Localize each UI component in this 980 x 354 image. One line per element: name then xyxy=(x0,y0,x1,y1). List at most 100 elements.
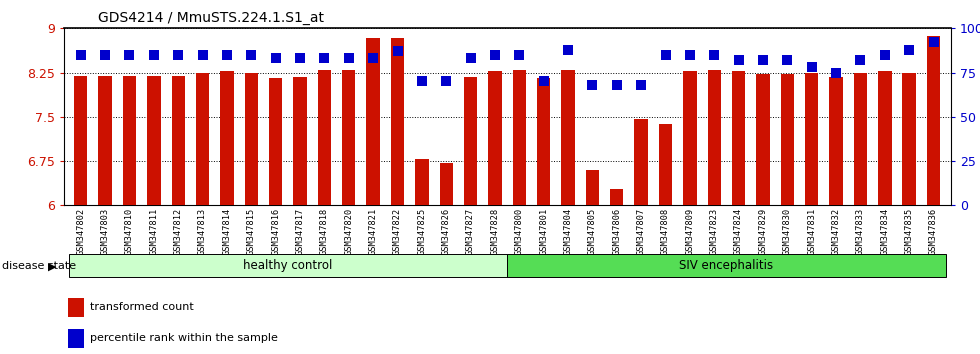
Text: GSM347821: GSM347821 xyxy=(368,208,377,255)
Bar xyxy=(537,78,551,205)
Text: GSM347825: GSM347825 xyxy=(417,208,426,255)
Bar xyxy=(122,75,136,205)
Bar xyxy=(69,298,84,317)
Bar xyxy=(634,119,648,205)
Bar xyxy=(927,36,940,205)
Bar xyxy=(708,70,721,205)
Bar xyxy=(464,77,477,205)
Text: GSM347823: GSM347823 xyxy=(710,208,718,255)
Bar xyxy=(269,78,282,205)
Text: GSM347830: GSM347830 xyxy=(783,208,792,255)
Text: GSM347809: GSM347809 xyxy=(685,208,695,255)
Text: GSM347804: GSM347804 xyxy=(564,208,572,255)
Text: GSM347828: GSM347828 xyxy=(490,208,500,255)
Point xyxy=(756,57,771,63)
Text: disease state: disease state xyxy=(2,261,76,271)
Text: GSM347835: GSM347835 xyxy=(905,208,913,255)
Point xyxy=(341,56,357,61)
Text: GSM347829: GSM347829 xyxy=(759,208,767,255)
Point xyxy=(804,64,819,70)
Bar xyxy=(659,124,672,205)
Bar xyxy=(342,70,356,205)
Point xyxy=(390,48,406,54)
Bar xyxy=(367,38,380,205)
Text: GSM347817: GSM347817 xyxy=(296,208,305,255)
Text: GSM347801: GSM347801 xyxy=(539,208,548,255)
Text: ▶: ▶ xyxy=(48,261,57,271)
Text: healthy control: healthy control xyxy=(243,259,332,272)
Text: GSM347826: GSM347826 xyxy=(442,208,451,255)
Bar xyxy=(732,71,746,205)
Bar xyxy=(69,329,84,348)
Point xyxy=(414,79,429,84)
Bar xyxy=(854,73,867,205)
Point xyxy=(658,52,673,58)
Bar xyxy=(318,70,331,205)
Point xyxy=(682,52,698,58)
Point xyxy=(268,56,283,61)
Point xyxy=(828,70,844,75)
Point xyxy=(731,57,747,63)
Bar xyxy=(513,70,526,205)
Bar xyxy=(69,254,508,277)
Text: GSM347815: GSM347815 xyxy=(247,208,256,255)
Bar xyxy=(196,73,210,205)
Bar xyxy=(683,71,697,205)
Point xyxy=(146,52,162,58)
Point xyxy=(877,52,893,58)
Bar xyxy=(220,71,233,205)
Text: GSM347827: GSM347827 xyxy=(466,208,475,255)
Bar xyxy=(805,73,818,205)
Bar xyxy=(172,75,185,205)
Bar xyxy=(74,75,87,205)
Point xyxy=(317,56,332,61)
Point xyxy=(926,40,942,45)
Point xyxy=(902,47,917,52)
Point xyxy=(853,57,868,63)
Point xyxy=(195,52,211,58)
Text: GSM347816: GSM347816 xyxy=(271,208,280,255)
Text: GSM347832: GSM347832 xyxy=(832,208,841,255)
Point xyxy=(243,52,259,58)
Point xyxy=(122,52,137,58)
Point xyxy=(73,52,88,58)
Point xyxy=(536,79,552,84)
Text: GSM347803: GSM347803 xyxy=(101,208,110,255)
Text: GSM347810: GSM347810 xyxy=(125,208,134,255)
Bar xyxy=(508,254,946,277)
Bar xyxy=(416,159,428,205)
Text: GSM347808: GSM347808 xyxy=(662,208,670,255)
Bar xyxy=(98,75,112,205)
Text: GSM347831: GSM347831 xyxy=(808,208,816,255)
Text: GSM347824: GSM347824 xyxy=(734,208,743,255)
Bar xyxy=(903,73,916,205)
Text: GSM347811: GSM347811 xyxy=(149,208,159,255)
Bar xyxy=(878,71,892,205)
Point xyxy=(561,47,576,52)
Bar xyxy=(391,38,404,205)
Bar xyxy=(440,163,453,205)
Text: GSM347820: GSM347820 xyxy=(344,208,353,255)
Bar xyxy=(757,74,769,205)
Point xyxy=(463,56,478,61)
Bar xyxy=(245,73,258,205)
Point xyxy=(512,52,527,58)
Text: SIV encephalitis: SIV encephalitis xyxy=(679,259,773,272)
Text: GSM347813: GSM347813 xyxy=(198,208,207,255)
Bar xyxy=(147,75,161,205)
Bar xyxy=(488,71,502,205)
Bar xyxy=(586,170,599,205)
Text: transformed count: transformed count xyxy=(90,302,194,313)
Bar xyxy=(611,189,623,205)
Point xyxy=(292,56,308,61)
Text: GSM347807: GSM347807 xyxy=(637,208,646,255)
Bar xyxy=(562,70,574,205)
Point xyxy=(779,57,795,63)
Text: GDS4214 / MmuSTS.224.1.S1_at: GDS4214 / MmuSTS.224.1.S1_at xyxy=(98,11,324,25)
Bar xyxy=(293,77,307,205)
Point xyxy=(609,82,624,88)
Point xyxy=(633,82,649,88)
Text: GSM347800: GSM347800 xyxy=(514,208,524,255)
Point xyxy=(97,52,113,58)
Text: GSM347836: GSM347836 xyxy=(929,208,938,255)
